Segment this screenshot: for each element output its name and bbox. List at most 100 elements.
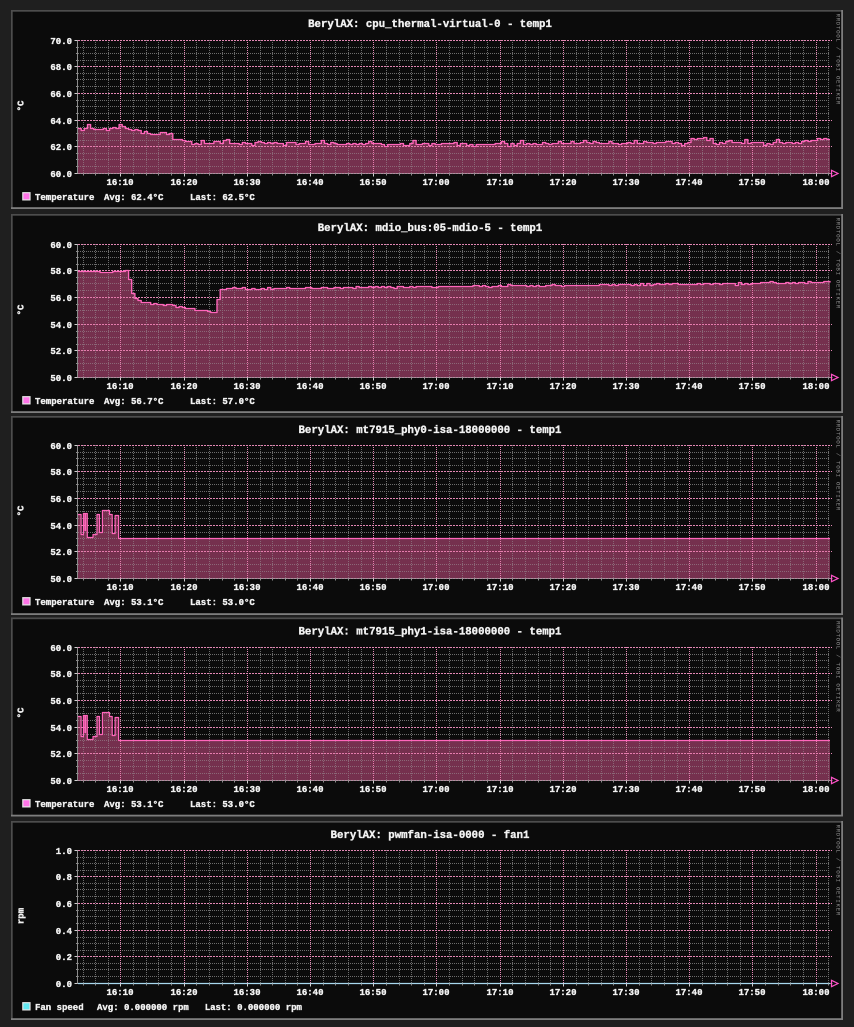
svg-text:17:20: 17:20: [549, 382, 576, 392]
svg-text:Last: 53.0°C: Last: 53.0°C: [190, 598, 255, 608]
svg-text:18:00: 18:00: [802, 988, 829, 998]
svg-text:16:50: 16:50: [359, 382, 386, 392]
svg-text:Last: 0.000000 rpm: Last: 0.000000 rpm: [205, 1003, 303, 1013]
svg-text:RRDTOOL / TOBI OETIKER: RRDTOOL / TOBI OETIKER: [834, 621, 841, 712]
svg-text:62.0: 62.0: [50, 143, 72, 153]
svg-text:17:40: 17:40: [675, 785, 702, 795]
svg-text:RRDTOOL / TOBI OETIKER: RRDTOOL / TOBI OETIKER: [834, 420, 841, 511]
svg-text:0.4: 0.4: [56, 927, 73, 937]
svg-text:RRDTOOL / TOBI OETIKER: RRDTOOL / TOBI OETIKER: [834, 218, 841, 309]
svg-text:17:40: 17:40: [675, 988, 702, 998]
svg-text:66.0: 66.0: [50, 90, 72, 100]
svg-text:18:00: 18:00: [802, 785, 829, 795]
svg-text:16:50: 16:50: [359, 988, 386, 998]
svg-text:18:00: 18:00: [802, 178, 829, 188]
svg-text:BerylAX: cpu_thermal-virtual-0: BerylAX: cpu_thermal-virtual-0 - temp1: [308, 19, 552, 31]
svg-text:16:40: 16:40: [296, 178, 323, 188]
svg-text:RRDTOOL / TOBI OETIKER: RRDTOOL / TOBI OETIKER: [834, 825, 841, 916]
svg-text:17:00: 17:00: [422, 785, 449, 795]
svg-text:17:30: 17:30: [612, 988, 639, 998]
svg-text:0.8: 0.8: [56, 873, 72, 883]
svg-text:17:00: 17:00: [422, 583, 449, 593]
svg-text:70.0: 70.0: [50, 37, 72, 47]
svg-text:16:20: 16:20: [170, 382, 197, 392]
svg-text:RRDTOOL / TOBI OETIKER: RRDTOOL / TOBI OETIKER: [834, 14, 841, 105]
svg-text:52.0: 52.0: [50, 548, 72, 558]
svg-text:Avg: 53.1°C: Avg: 53.1°C: [104, 800, 164, 810]
svg-text:Avg: 56.7°C: Avg: 56.7°C: [104, 397, 164, 407]
svg-text:60.0: 60.0: [50, 442, 72, 452]
svg-text:0.2: 0.2: [56, 953, 72, 963]
svg-text:°C: °C: [17, 707, 27, 718]
svg-text:16:20: 16:20: [170, 178, 197, 188]
svg-text:17:40: 17:40: [675, 382, 702, 392]
svg-text:17:10: 17:10: [486, 178, 513, 188]
svg-text:18:00: 18:00: [802, 583, 829, 593]
svg-text:58.0: 58.0: [50, 267, 72, 277]
svg-text:17:40: 17:40: [675, 583, 702, 593]
svg-text:16:30: 16:30: [233, 583, 260, 593]
svg-text:17:30: 17:30: [612, 583, 639, 593]
svg-text:BerylAX: pwmfan-isa-0000 - fan: BerylAX: pwmfan-isa-0000 - fan1: [331, 830, 530, 842]
svg-text:60.0: 60.0: [50, 644, 72, 654]
svg-text:54.0: 54.0: [50, 522, 72, 532]
svg-text:17:50: 17:50: [738, 178, 765, 188]
svg-text:16:20: 16:20: [170, 988, 197, 998]
svg-text:16:10: 16:10: [106, 178, 133, 188]
svg-text:17:10: 17:10: [486, 785, 513, 795]
svg-text:17:20: 17:20: [549, 988, 576, 998]
svg-text:52.0: 52.0: [50, 347, 72, 357]
svg-text:BerylAX: mt7915_phy0-isa-18000: BerylAX: mt7915_phy0-isa-18000000 - temp…: [299, 425, 562, 437]
svg-text:16:50: 16:50: [359, 785, 386, 795]
svg-text:16:40: 16:40: [296, 382, 323, 392]
svg-text:54.0: 54.0: [50, 321, 72, 331]
svg-text:0.0: 0.0: [56, 980, 72, 990]
svg-text:Avg: 0.000000 rpm: Avg: 0.000000 rpm: [97, 1003, 189, 1013]
svg-text:Avg: 62.4°C: Avg: 62.4°C: [104, 193, 164, 203]
svg-text:17:00: 17:00: [422, 988, 449, 998]
svg-text:17:30: 17:30: [612, 785, 639, 795]
svg-text:17:40: 17:40: [675, 178, 702, 188]
svg-text:17:50: 17:50: [738, 382, 765, 392]
svg-text:16:10: 16:10: [106, 382, 133, 392]
svg-text:50.0: 50.0: [50, 575, 72, 585]
svg-text:17:50: 17:50: [738, 988, 765, 998]
svg-text:16:30: 16:30: [233, 988, 260, 998]
svg-text:16:40: 16:40: [296, 583, 323, 593]
svg-text:17:00: 17:00: [422, 382, 449, 392]
svg-text:Last: 53.0°C: Last: 53.0°C: [190, 800, 255, 810]
svg-text:64.0: 64.0: [50, 117, 72, 127]
svg-text:16:30: 16:30: [233, 785, 260, 795]
svg-text:17:20: 17:20: [549, 785, 576, 795]
svg-text:56.0: 56.0: [50, 294, 72, 304]
svg-text:16:50: 16:50: [359, 583, 386, 593]
svg-text:50.0: 50.0: [50, 777, 72, 787]
svg-text:Temperature: Temperature: [35, 397, 94, 407]
svg-text:Last: 62.5°C: Last: 62.5°C: [190, 193, 255, 203]
svg-text:17:30: 17:30: [612, 382, 639, 392]
svg-text:60.0: 60.0: [50, 241, 72, 251]
svg-text:BerylAX: mt7915_phy1-isa-18000: BerylAX: mt7915_phy1-isa-18000000 - temp…: [299, 626, 562, 638]
svg-text:16:40: 16:40: [296, 785, 323, 795]
svg-text:Avg: 53.1°C: Avg: 53.1°C: [104, 598, 164, 608]
svg-text:1.0: 1.0: [56, 847, 72, 857]
svg-text:°C: °C: [17, 100, 27, 111]
svg-text:17:20: 17:20: [549, 178, 576, 188]
svg-text:Last: 57.0°C: Last: 57.0°C: [190, 397, 255, 407]
svg-text:BerylAX: mdio_bus:05-mdio-5 -: BerylAX: mdio_bus:05-mdio-5 - temp1: [318, 223, 542, 235]
svg-text:Fan speed: Fan speed: [35, 1003, 84, 1013]
svg-text:54.0: 54.0: [50, 724, 72, 734]
svg-text:17:10: 17:10: [486, 988, 513, 998]
svg-text:60.0: 60.0: [50, 170, 72, 180]
svg-text:17:20: 17:20: [549, 583, 576, 593]
svg-text:17:10: 17:10: [486, 382, 513, 392]
svg-text:58.0: 58.0: [50, 468, 72, 478]
svg-text:16:20: 16:20: [170, 785, 197, 795]
svg-text:17:50: 17:50: [738, 785, 765, 795]
svg-text:°C: °C: [17, 304, 27, 315]
svg-text:Temperature: Temperature: [35, 193, 94, 203]
svg-text:50.0: 50.0: [50, 374, 72, 384]
svg-text:0.6: 0.6: [56, 900, 72, 910]
svg-text:Temperature: Temperature: [35, 598, 94, 608]
svg-text:56.0: 56.0: [50, 495, 72, 505]
